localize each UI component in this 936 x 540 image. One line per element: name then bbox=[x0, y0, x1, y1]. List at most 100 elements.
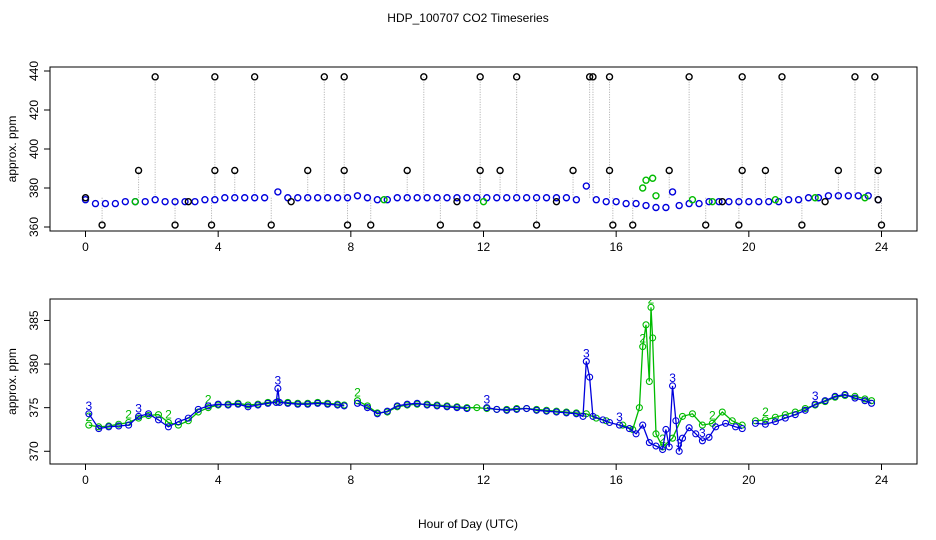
raw-point bbox=[589, 73, 597, 81]
y-tick-label: 440 bbox=[27, 61, 41, 81]
raw-point bbox=[420, 73, 428, 81]
level3-point bbox=[383, 195, 392, 204]
level3-point bbox=[294, 400, 302, 408]
level3-point bbox=[373, 195, 382, 204]
x-tick-label: 8 bbox=[347, 473, 354, 487]
level3-point bbox=[214, 400, 222, 408]
level3-point bbox=[323, 194, 332, 202]
level3-point bbox=[589, 412, 597, 420]
plot-frame bbox=[49, 66, 918, 232]
level3-point bbox=[639, 421, 647, 429]
raw-point bbox=[585, 73, 594, 81]
level3-point bbox=[393, 194, 401, 202]
level3-point bbox=[652, 203, 660, 212]
level3-point bbox=[755, 197, 763, 206]
level3-point bbox=[562, 409, 570, 417]
level3-point bbox=[844, 192, 853, 200]
level3-point bbox=[522, 194, 531, 202]
level3-point bbox=[314, 399, 322, 407]
x-tick-label: 4 bbox=[215, 240, 222, 254]
level2-point bbox=[708, 197, 717, 206]
level2-point bbox=[645, 377, 653, 386]
level3-point bbox=[413, 399, 421, 407]
level3-point bbox=[234, 400, 242, 408]
level3-marker-label: 3 bbox=[135, 401, 142, 415]
level2-point bbox=[639, 343, 647, 351]
level2-point bbox=[635, 404, 643, 412]
y-axis-label: approx. ppm bbox=[5, 348, 19, 415]
raw-point bbox=[340, 73, 348, 81]
level3-point bbox=[675, 447, 683, 455]
level3-point bbox=[463, 194, 471, 202]
level3-point bbox=[532, 194, 541, 202]
level3-point bbox=[662, 203, 670, 212]
y-tick-label: 380 bbox=[27, 354, 41, 374]
level3-point bbox=[695, 199, 703, 208]
level2-marker-label: 2 bbox=[648, 292, 655, 306]
level2-point bbox=[648, 174, 657, 182]
level3-point bbox=[513, 405, 521, 413]
level3-line bbox=[88, 361, 872, 452]
raw-point bbox=[605, 73, 614, 81]
raw-point bbox=[367, 221, 375, 229]
raw-point bbox=[250, 73, 259, 81]
level3-point bbox=[632, 430, 640, 438]
level3-point bbox=[665, 443, 673, 451]
level3-marker-label: 3 bbox=[676, 436, 683, 450]
y-tick-label: 380 bbox=[27, 178, 41, 198]
level3-point bbox=[572, 195, 581, 204]
level2-marker-label: 2 bbox=[762, 405, 769, 419]
plot-area bbox=[81, 73, 886, 229]
raw-point bbox=[761, 166, 770, 175]
raw-point bbox=[877, 221, 886, 229]
level3-point bbox=[473, 194, 481, 202]
level3-point bbox=[194, 405, 202, 413]
level2-point bbox=[861, 194, 869, 202]
level3-point bbox=[324, 400, 332, 408]
level3-point bbox=[105, 423, 113, 431]
y-tick-label: 400 bbox=[27, 139, 41, 159]
raw-point bbox=[685, 73, 693, 81]
level3-point bbox=[184, 414, 192, 422]
x-tick-label: 0 bbox=[82, 473, 89, 487]
level2-line bbox=[88, 307, 872, 448]
level3-point bbox=[161, 197, 169, 206]
x-tick-label: 16 bbox=[609, 240, 623, 254]
level3-point bbox=[284, 194, 292, 202]
level3-point bbox=[801, 406, 809, 414]
level3-point bbox=[512, 194, 521, 202]
level3-point bbox=[738, 425, 746, 433]
level3-point bbox=[834, 192, 843, 200]
level3-point bbox=[771, 418, 779, 426]
level3-point bbox=[211, 195, 219, 204]
raw-point bbox=[821, 197, 829, 206]
level3-marker-label: 3 bbox=[669, 371, 676, 385]
level3-point bbox=[503, 194, 511, 202]
y-tick-label: 385 bbox=[27, 310, 41, 330]
level2-marker-label: 2 bbox=[639, 332, 646, 346]
level3-point bbox=[231, 194, 239, 202]
raw-point bbox=[453, 197, 461, 206]
level3-point bbox=[363, 194, 372, 202]
level3-point bbox=[191, 197, 199, 206]
raw-point bbox=[871, 73, 879, 81]
raw-point bbox=[211, 166, 219, 175]
level2-marker-label: 2 bbox=[659, 432, 666, 446]
level3-point bbox=[174, 418, 182, 426]
level3-point bbox=[831, 392, 839, 400]
level2-point bbox=[154, 411, 163, 419]
level2-point bbox=[718, 408, 726, 416]
level3-point bbox=[224, 401, 232, 409]
level3-point bbox=[851, 394, 859, 402]
x-tick-label: 8 bbox=[347, 240, 354, 254]
raw-point bbox=[569, 166, 577, 175]
level3-point bbox=[334, 401, 342, 409]
level3-marker-label: 3 bbox=[699, 426, 706, 440]
level3-point bbox=[586, 373, 594, 381]
level3-point bbox=[579, 412, 587, 420]
level3-point bbox=[463, 404, 471, 413]
level3-point bbox=[383, 407, 391, 415]
raw-point bbox=[304, 166, 312, 175]
level2-point bbox=[649, 334, 657, 342]
